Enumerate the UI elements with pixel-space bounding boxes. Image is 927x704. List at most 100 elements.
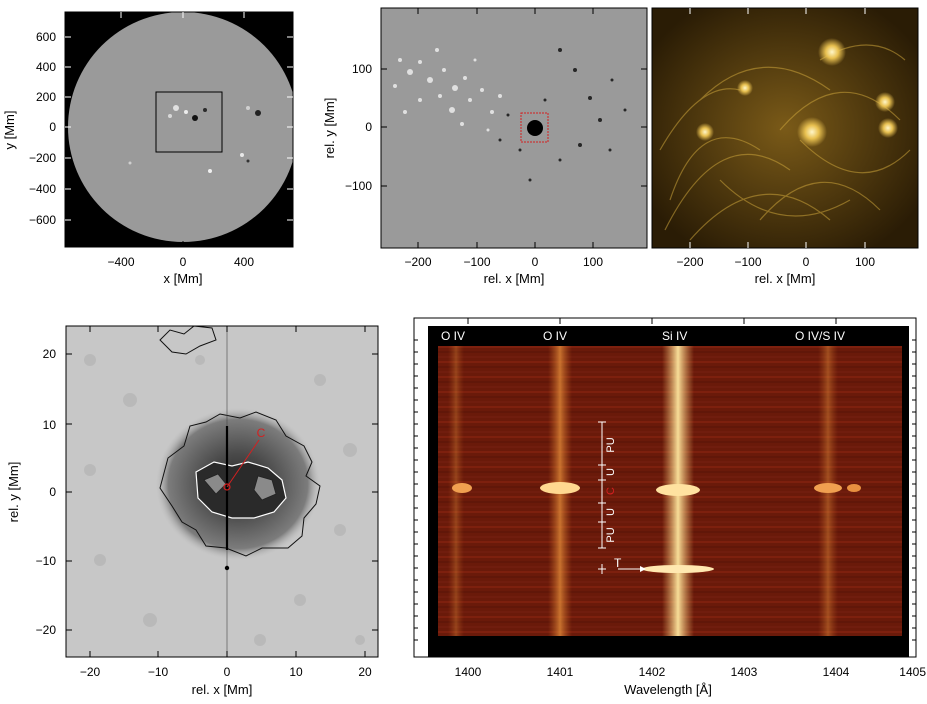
penumbra-contour bbox=[159, 411, 321, 557]
x-tick-label: −200 bbox=[404, 255, 431, 269]
full-disk-panel: 600 400 200 0 −200 −400 −600 −400 0 400 … bbox=[2, 11, 294, 286]
aia-x-tick-labels: −200 −100 0 100 bbox=[676, 255, 875, 269]
x-tick-label: 1401 bbox=[547, 665, 574, 679]
region-bracket bbox=[598, 421, 606, 549]
x-tick-label: 0 bbox=[180, 255, 187, 269]
x-tick-label: 0 bbox=[224, 665, 231, 679]
y-tick-label: 0 bbox=[49, 120, 56, 134]
spectrum-panel: O IV O IV Si IV O IV/S IV PU U C U PU T bbox=[413, 317, 927, 697]
aia-ticks bbox=[689, 8, 866, 248]
pore-contour bbox=[159, 326, 217, 355]
sunspot-umbra bbox=[527, 120, 543, 136]
full-disk-ylabel: y [Mm] bbox=[2, 111, 17, 150]
full-disk-frame bbox=[64, 11, 294, 248]
y-tick-label: 400 bbox=[36, 60, 56, 74]
x-tick-label: −100 bbox=[734, 255, 761, 269]
sunspot-x-tick-labels: −20 −10 0 10 20 bbox=[80, 665, 372, 679]
aia-panel: −200 −100 0 100 rel. x [Mm] bbox=[651, 7, 919, 286]
region-labels: PU U C U PU bbox=[605, 437, 617, 542]
magnetogram-ticks bbox=[381, 8, 647, 248]
solar-disk bbox=[68, 12, 293, 242]
y-tick-label: −200 bbox=[29, 151, 56, 165]
y-tick-label: −20 bbox=[36, 623, 57, 637]
magnetogram-ylabel: rel. y [Mm] bbox=[322, 98, 337, 159]
transient-indicator: T bbox=[598, 556, 646, 574]
x-tick-label: 1404 bbox=[823, 665, 850, 679]
aia-bright-points bbox=[696, 38, 898, 147]
full-disk-xlabel: x [Mm] bbox=[164, 271, 203, 286]
y-tick-label: 20 bbox=[43, 347, 57, 361]
y-tick-label: 0 bbox=[49, 485, 56, 499]
aia-frame bbox=[651, 7, 919, 249]
line-label: O IV bbox=[441, 329, 465, 343]
sunspot-marker-dot bbox=[223, 483, 231, 491]
sunspot-zoom-box bbox=[520, 112, 549, 143]
x-tick-label: −100 bbox=[463, 255, 490, 269]
region-label: U bbox=[605, 508, 617, 516]
x-tick-label: 1405 bbox=[899, 665, 926, 679]
transient-label: T bbox=[614, 556, 622, 570]
x-tick-label: −20 bbox=[80, 665, 101, 679]
sunspot-marker-line bbox=[226, 439, 260, 488]
x-tick-label: 0 bbox=[803, 255, 810, 269]
full-disk-ticks bbox=[65, 12, 293, 247]
sunspot-y-tick-labels: 20 10 0 −10 −20 bbox=[36, 347, 57, 637]
y-tick-label: 10 bbox=[43, 418, 57, 432]
umbral-dot bbox=[253, 475, 277, 501]
spectrum-header-band bbox=[428, 326, 909, 346]
x-tick-label: 20 bbox=[358, 665, 372, 679]
magnetogram-image bbox=[381, 8, 647, 248]
aia-xlabel: rel. x [Mm] bbox=[755, 271, 816, 286]
region-label: PU bbox=[605, 437, 617, 452]
spectrum-x-tick-labels: 1400 1401 1402 1403 1404 1405 bbox=[455, 665, 927, 679]
y-tick-label: −100 bbox=[345, 179, 372, 193]
x-tick-label: 0 bbox=[532, 255, 539, 269]
magnetogram-y-tick-labels: 100 0 −100 bbox=[345, 62, 372, 193]
x-tick-label: 1403 bbox=[731, 665, 758, 679]
y-tick-label: 100 bbox=[352, 62, 372, 76]
line-label: O IV bbox=[543, 329, 567, 343]
sunspot-panel: C 20 10 0 −10 −20 −20 −10 0 10 20 rel. x… bbox=[6, 325, 379, 697]
y-tick-label: −400 bbox=[29, 182, 56, 196]
sunspot-marker-label: C bbox=[257, 426, 266, 440]
spectrum-ticks bbox=[414, 318, 916, 657]
x-tick-label: 10 bbox=[289, 665, 303, 679]
magnetogram-frame bbox=[380, 7, 648, 249]
x-tick-label: −200 bbox=[676, 255, 703, 269]
y-tick-label: 600 bbox=[36, 30, 56, 44]
aia-image bbox=[652, 8, 918, 248]
x-tick-label: −400 bbox=[107, 255, 134, 269]
sunspot-ticks bbox=[66, 326, 378, 657]
magnetogram-xlabel: rel. x [Mm] bbox=[484, 271, 545, 286]
x-tick-label: 100 bbox=[855, 255, 875, 269]
x-tick-label: 1400 bbox=[455, 665, 482, 679]
magnetogram-panel: 100 0 −100 −200 −100 0 100 rel. x [Mm] r… bbox=[322, 7, 648, 286]
spectrum-xlabel: Wavelength [Å] bbox=[624, 682, 712, 697]
y-tick-label: −600 bbox=[29, 213, 56, 227]
full-disk-x-tick-labels: −400 0 400 bbox=[107, 255, 254, 269]
magnetogram-x-tick-labels: −200 −100 0 100 bbox=[404, 255, 603, 269]
line-label: O IV/S IV bbox=[795, 329, 845, 343]
y-tick-label: 0 bbox=[365, 120, 372, 134]
line-label: Si IV bbox=[662, 329, 687, 343]
sunspot-ylabel: rel. y [Mm] bbox=[6, 462, 21, 523]
region-label: U bbox=[605, 468, 617, 476]
spectrum-brightenings bbox=[452, 482, 861, 573]
x-tick-label: 1402 bbox=[639, 665, 666, 679]
disk-magnetic-features bbox=[128, 105, 261, 173]
sunspot-xlabel: rel. x [Mm] bbox=[192, 682, 253, 697]
region-label: PU bbox=[605, 527, 617, 542]
y-tick-label: 200 bbox=[36, 90, 56, 104]
region-of-interest-box bbox=[155, 91, 223, 153]
x-tick-label: −10 bbox=[148, 665, 169, 679]
region-label: C bbox=[605, 487, 617, 495]
x-tick-label: 100 bbox=[583, 255, 603, 269]
magnetogram-features bbox=[393, 48, 627, 182]
transient-marker bbox=[224, 565, 230, 571]
full-disk-y-tick-labels: 600 400 200 0 −200 −400 −600 bbox=[29, 30, 56, 227]
x-tick-label: 400 bbox=[234, 255, 254, 269]
spectrum-line-labels: O IV O IV Si IV O IV/S IV bbox=[441, 329, 845, 343]
granulation bbox=[84, 354, 365, 646]
y-tick-label: −10 bbox=[36, 554, 57, 568]
